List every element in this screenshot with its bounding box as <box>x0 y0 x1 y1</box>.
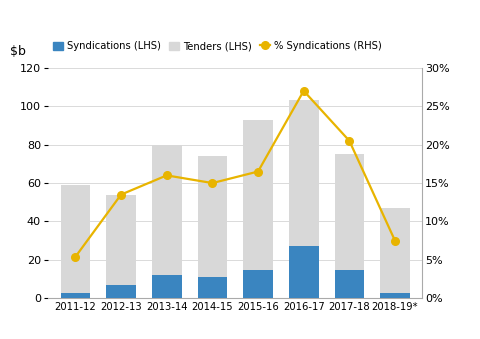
Bar <box>152 275 181 298</box>
Text: $b: $b <box>10 45 25 58</box>
Bar <box>335 270 364 298</box>
Bar <box>106 285 136 298</box>
Bar <box>60 185 90 298</box>
Bar <box>380 208 410 298</box>
Bar <box>106 195 136 298</box>
Bar <box>289 246 319 298</box>
Bar <box>60 293 90 298</box>
Bar <box>198 277 227 298</box>
Bar <box>198 156 227 298</box>
Bar <box>289 100 319 298</box>
Legend: Syndications (LHS), Tenders (LHS), % Syndications (RHS): Syndications (LHS), Tenders (LHS), % Syn… <box>53 41 382 51</box>
Bar <box>243 120 273 298</box>
Bar <box>152 145 181 298</box>
Bar <box>243 270 273 298</box>
Bar <box>335 154 364 298</box>
Bar <box>380 293 410 298</box>
